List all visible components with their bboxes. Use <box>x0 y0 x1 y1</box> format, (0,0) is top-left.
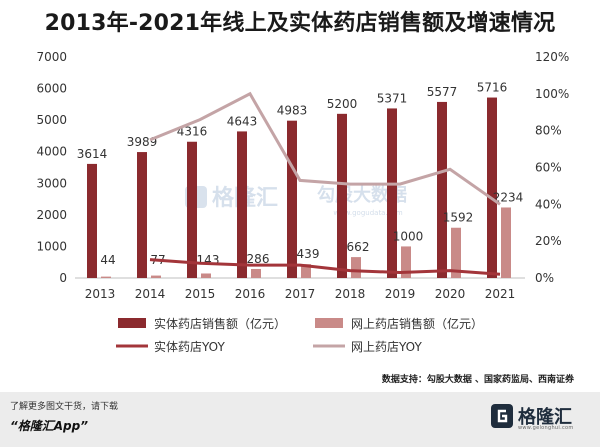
legend-online-yoy-label: 网上药店YOY <box>351 340 422 354</box>
bar-online-value-label: 1592 <box>443 211 474 225</box>
x-tick-label: 2015 <box>185 287 216 301</box>
bar-online-sales <box>101 276 111 278</box>
y-left-tick-label: 6000 <box>36 82 67 96</box>
y-left-tick-label: 4000 <box>36 145 67 159</box>
bar-online-sales <box>301 264 311 278</box>
bar-offline-value-label: 4316 <box>177 125 208 139</box>
footer: 了解更多图文干货，请下载 “格隆汇App” 格隆汇 www.gelonghui.… <box>0 392 600 447</box>
bar-offline-sales <box>137 152 147 278</box>
chart-title: 2013年-2021年线上及实体药店销售额及增速情况 <box>44 11 556 36</box>
bar-online-sales <box>351 257 361 278</box>
y-right-tick-label: 100% <box>535 87 569 101</box>
line-offline-yoy <box>149 258 501 276</box>
title-bar: 2013年-2021年线上及实体药店销售额及增速情况 <box>0 0 600 44</box>
app-link[interactable]: “格隆汇App” <box>10 419 88 433</box>
y-left-tick-label: 5000 <box>36 113 67 127</box>
bar-online-sales <box>401 246 411 278</box>
bar-offline-value-label: 5200 <box>327 97 358 111</box>
x-tick-label: 2013 <box>85 287 116 301</box>
bar-offline-sales <box>437 101 447 278</box>
brand-url: www.gelonghui.com <box>518 425 574 431</box>
bar-online-value-label: 286 <box>247 252 270 266</box>
legend-online-sales-label: 网上药店销售额（亿元） <box>351 316 483 331</box>
bar-offline-sales <box>487 97 497 278</box>
bar-online-value-label: 1000 <box>393 229 424 243</box>
bar-offline-value-label: 3989 <box>127 135 158 149</box>
x-tick-label: 2019 <box>385 287 416 301</box>
bar-online-value-label: 2234 <box>493 190 524 204</box>
brand-logo: 格隆汇 www.gelonghui.com <box>490 399 586 437</box>
bar-offline-value-label: 4643 <box>227 114 258 128</box>
y-right-tick-label: 40% <box>535 197 562 211</box>
legend-offline-sales-swatch <box>118 318 146 328</box>
y-right-tick-label: 80% <box>535 124 562 138</box>
bar-offline-value-label: 4983 <box>277 104 308 118</box>
y-left-tick-label: 7000 <box>36 50 67 64</box>
y-left-tick-label: 0 <box>59 271 67 285</box>
legend-offline-yoy-label: 实体药店YOY <box>154 339 225 354</box>
legend-offline-sales-label: 实体药店销售额（亿元） <box>154 316 286 331</box>
bar-online-sales <box>501 207 511 278</box>
data-source: 数据支持：勾股大数据 、国家药监局、西南证券 <box>381 375 574 385</box>
bar-online-sales <box>251 268 261 278</box>
y-left-tick-label: 2000 <box>36 208 67 222</box>
x-tick-label: 2017 <box>285 287 316 301</box>
bar-online-sales <box>201 273 211 278</box>
bar-offline-sales <box>387 108 397 278</box>
x-tick-label: 2014 <box>135 287 166 301</box>
x-tick-label: 2018 <box>335 287 366 301</box>
y-right-tick-label: 20% <box>535 234 562 248</box>
bar-offline-sales <box>287 120 297 279</box>
bar-online-value-label: 439 <box>297 247 320 261</box>
watermark-gougu-url: www.gogudata.com <box>333 209 402 217</box>
y-right-tick-label: 60% <box>535 161 562 175</box>
legend-online-sales-swatch <box>315 318 343 328</box>
bar-online-sales <box>451 227 461 278</box>
y-right-tick-label: 120% <box>535 50 569 64</box>
y-left-tick-label: 3000 <box>36 176 67 190</box>
bar-offline-sales <box>87 163 97 278</box>
promo-text: 了解更多图文干货，请下载 <box>10 402 119 412</box>
bar-offline-sales <box>237 131 247 278</box>
chart: 格隆汇勾股大数据www.gogudata.com0100020003000400… <box>36 50 569 354</box>
bar-online-sales <box>151 275 161 278</box>
bar-offline-value-label: 5577 <box>427 85 458 99</box>
bar-online-value-label: 44 <box>100 253 115 267</box>
brand-logo-icon <box>491 404 513 428</box>
bar-offline-value-label: 3614 <box>77 147 108 161</box>
x-tick-label: 2016 <box>235 287 266 301</box>
y-left-tick-label: 1000 <box>36 239 67 253</box>
bar-offline-sales <box>337 113 347 278</box>
x-tick-label: 2021 <box>485 287 516 301</box>
line-online-yoy <box>149 91 501 206</box>
bar-offline-value-label: 5371 <box>377 91 408 105</box>
bar-online-value-label: 662 <box>347 240 370 254</box>
brand-name: 格隆汇 <box>518 407 572 428</box>
bar-offline-value-label: 5716 <box>477 81 508 95</box>
y-right-tick-label: 0% <box>535 271 554 285</box>
bar-offline-sales <box>187 141 197 278</box>
x-tick-label: 2020 <box>435 287 466 301</box>
